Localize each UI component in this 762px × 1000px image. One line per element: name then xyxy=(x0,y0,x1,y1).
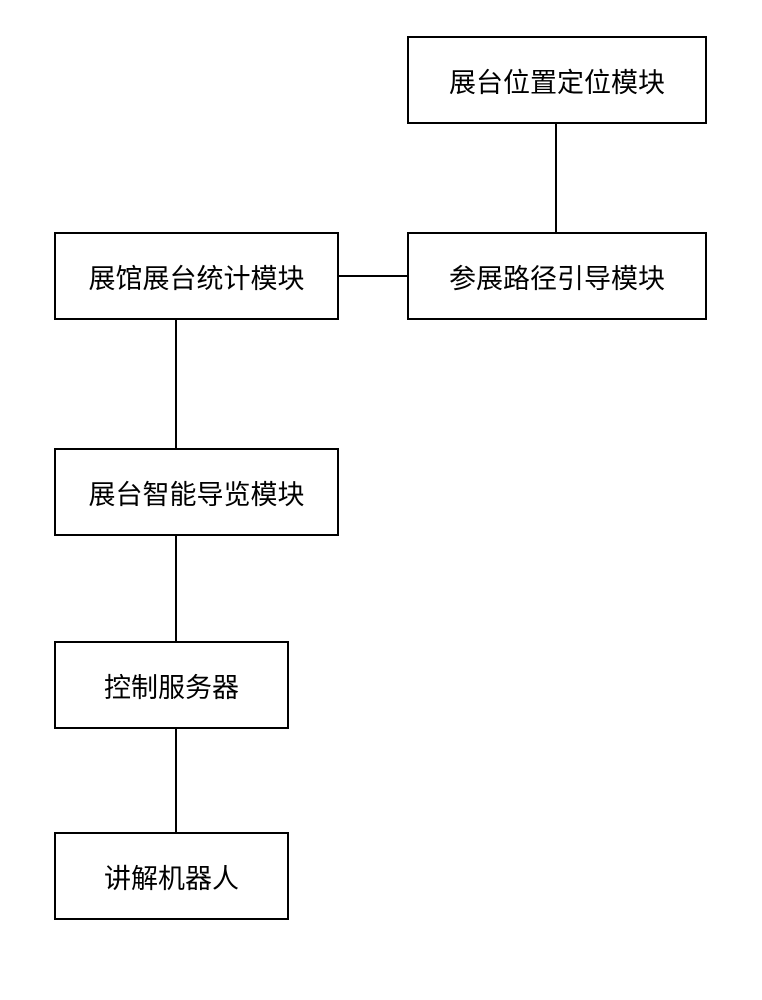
edge-server-to-robot xyxy=(175,729,177,832)
node-exhibition-stats: 展馆展台统计模块 xyxy=(54,232,339,320)
edge-smart-to-server xyxy=(175,536,177,641)
node-control-server: 控制服务器 xyxy=(54,641,289,729)
node-robot: 讲解机器人 xyxy=(54,832,289,920)
node-path-guide: 参展路径引导模块 xyxy=(407,232,707,320)
node-label-smart-guide: 展台智能导览模块 xyxy=(89,473,305,512)
node-label-booth-position: 展台位置定位模块 xyxy=(449,61,665,100)
node-smart-guide: 展台智能导览模块 xyxy=(54,448,339,536)
node-label-exhibition-stats: 展馆展台统计模块 xyxy=(89,257,305,296)
node-label-control-server: 控制服务器 xyxy=(104,666,239,705)
node-label-robot: 讲解机器人 xyxy=(104,857,239,896)
node-booth-position: 展台位置定位模块 xyxy=(407,36,707,124)
node-label-path-guide: 参展路径引导模块 xyxy=(449,257,665,296)
edge-stats-to-path xyxy=(339,275,407,277)
edge-booth-to-path xyxy=(555,124,557,232)
edge-stats-to-smart xyxy=(175,320,177,448)
